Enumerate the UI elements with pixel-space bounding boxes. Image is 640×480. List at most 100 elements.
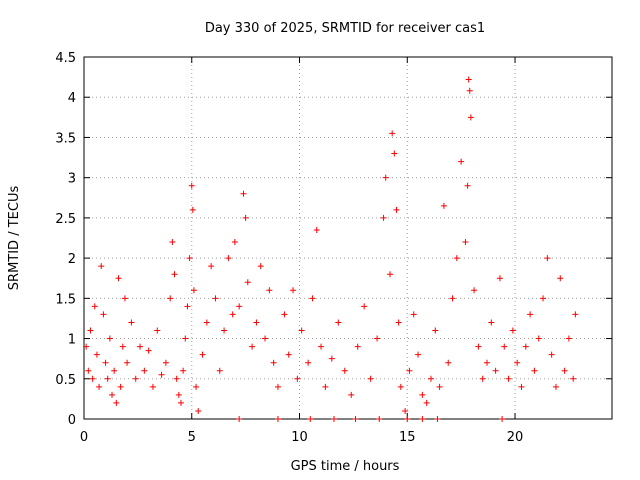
data-point <box>397 383 404 390</box>
data-point <box>115 275 122 282</box>
data-point <box>93 351 100 358</box>
data-point <box>410 311 417 318</box>
data-point <box>249 343 256 350</box>
data-point <box>208 263 215 270</box>
data-point <box>496 275 503 282</box>
y-tick-label: 0 <box>68 413 76 428</box>
x-axis-label: GPS time / hours <box>291 459 400 474</box>
data-point <box>294 375 301 382</box>
data-point <box>212 295 219 302</box>
data-point <box>186 255 193 262</box>
data-point <box>274 383 281 390</box>
data-point <box>440 202 447 209</box>
data-point <box>464 182 471 189</box>
data-point <box>236 416 243 422</box>
data-point <box>158 371 165 378</box>
data-point <box>434 416 441 422</box>
data-point <box>367 375 374 382</box>
data-point <box>119 343 126 350</box>
data-point <box>113 399 120 406</box>
data-point <box>100 311 107 318</box>
data-point <box>572 311 579 318</box>
data-point <box>83 343 90 350</box>
data-point <box>262 335 269 342</box>
data-point <box>313 226 320 233</box>
data-point <box>492 367 499 374</box>
y-tick-label: 0.5 <box>55 373 76 388</box>
data-point <box>475 343 482 350</box>
data-point <box>121 295 128 302</box>
data-point <box>145 347 152 354</box>
data-point <box>169 239 176 246</box>
data-point <box>106 335 113 342</box>
data-point <box>540 295 547 302</box>
data-point <box>244 279 251 286</box>
data-point <box>391 150 398 157</box>
data-point <box>190 287 197 294</box>
data-point <box>141 367 148 374</box>
data-point <box>501 343 508 350</box>
y-axis-label: SRMTID / TECUs <box>7 186 22 291</box>
data-point <box>453 255 460 262</box>
data-point <box>382 174 389 181</box>
data-point <box>467 114 474 121</box>
y-tick-label: 3.5 <box>55 131 76 146</box>
y-tick-label: 3 <box>68 172 76 187</box>
data-point <box>361 303 368 310</box>
data-point <box>328 355 335 362</box>
data-point <box>309 295 316 302</box>
data-point <box>87 327 94 334</box>
x-tick-label: 10 <box>291 430 308 445</box>
axis-ticks: 0 0.5 1 1.5 2 2.5 3 3.5 4 4.5 0 5 10 15 20 <box>55 51 612 445</box>
data-point <box>389 130 396 137</box>
data-point <box>518 383 525 390</box>
data-point <box>285 351 292 358</box>
data-point <box>111 367 118 374</box>
data-point <box>180 367 187 374</box>
data-point <box>462 239 469 246</box>
data-point <box>117 383 124 390</box>
data-point <box>188 182 195 189</box>
data-point <box>522 343 529 350</box>
data-point <box>406 367 413 374</box>
data-point <box>471 287 478 294</box>
data-point <box>449 295 456 302</box>
data-point <box>427 375 434 382</box>
data-point <box>305 359 312 366</box>
data-point <box>162 359 169 366</box>
y-tick-label: 4.5 <box>55 51 76 66</box>
data-point <box>548 351 555 358</box>
data-point <box>404 416 411 422</box>
y-tick-label: 1.5 <box>55 292 76 307</box>
data-point <box>527 311 534 318</box>
data-point <box>354 343 361 350</box>
data-point <box>137 343 144 350</box>
data-point <box>193 383 200 390</box>
data-point <box>96 383 103 390</box>
data-point <box>393 206 400 213</box>
data-point <box>177 399 184 406</box>
x-tick-label: 0 <box>80 430 88 445</box>
data-point <box>85 367 92 374</box>
data-point <box>104 375 111 382</box>
data-point <box>173 375 180 382</box>
y-tick-label: 1 <box>68 333 76 348</box>
data-point <box>318 343 325 350</box>
data-point <box>149 383 156 390</box>
data-point <box>195 407 202 414</box>
data-point <box>561 367 568 374</box>
data-point <box>128 319 135 326</box>
data-point <box>98 263 105 270</box>
data-point <box>225 255 232 262</box>
data-point <box>374 335 381 342</box>
data-point <box>91 303 98 310</box>
data-point <box>182 335 189 342</box>
data-point <box>387 271 394 278</box>
data-point <box>415 351 422 358</box>
data-point <box>266 287 273 294</box>
data-point <box>484 359 491 366</box>
data-point <box>531 367 538 374</box>
data-point <box>124 359 131 366</box>
data-point <box>436 383 443 390</box>
data-point <box>465 76 472 83</box>
